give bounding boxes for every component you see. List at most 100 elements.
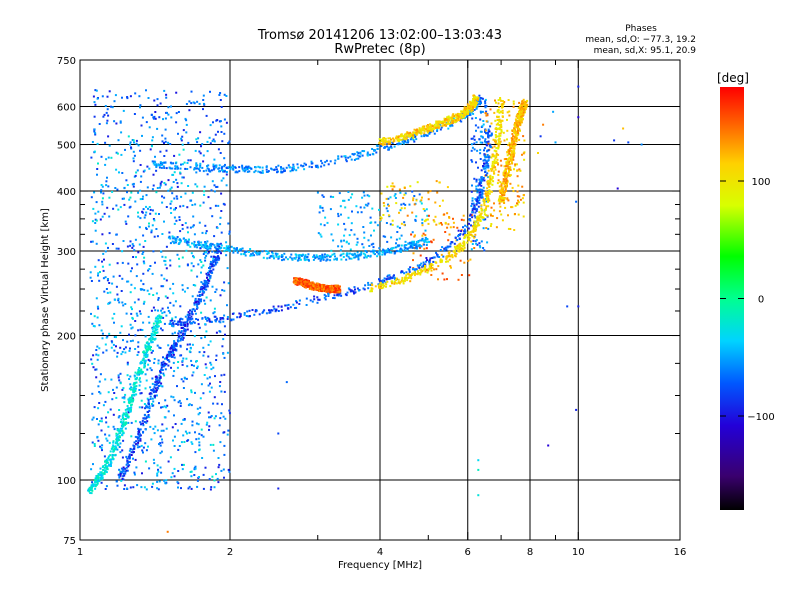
echo-point bbox=[201, 457, 204, 459]
echo-point bbox=[97, 307, 100, 310]
echo-point bbox=[199, 290, 202, 293]
echo-point bbox=[107, 302, 110, 305]
echo-point bbox=[401, 135, 404, 137]
echo-point bbox=[201, 290, 204, 292]
echo-point bbox=[471, 197, 474, 200]
echo-point bbox=[242, 169, 245, 172]
echo-point bbox=[101, 197, 104, 200]
echo-point bbox=[117, 299, 120, 302]
echo-point bbox=[430, 267, 432, 270]
echo-point bbox=[212, 261, 215, 264]
echo-point bbox=[385, 278, 388, 281]
echo-point bbox=[266, 253, 269, 255]
echo-point bbox=[158, 314, 161, 317]
echo-point bbox=[421, 127, 424, 130]
echo-point bbox=[355, 254, 358, 257]
echo-point bbox=[138, 377, 141, 380]
echo-point bbox=[192, 284, 195, 286]
echo-point bbox=[266, 250, 269, 253]
echo-point bbox=[293, 168, 296, 170]
echo-point bbox=[487, 200, 489, 203]
echo-point bbox=[484, 167, 487, 170]
echo-point bbox=[433, 132, 436, 135]
echo-point bbox=[132, 450, 135, 453]
echo-point bbox=[213, 140, 216, 143]
echo-point bbox=[167, 141, 170, 144]
echo-point bbox=[426, 238, 429, 241]
echo-point bbox=[92, 95, 95, 98]
echo-point bbox=[198, 444, 201, 447]
echo-point bbox=[161, 195, 163, 198]
echo-point bbox=[191, 317, 194, 320]
echo-point bbox=[206, 283, 209, 286]
echo-point bbox=[408, 203, 411, 206]
echo-point bbox=[116, 188, 119, 191]
echo-point bbox=[184, 240, 186, 243]
echo-point bbox=[300, 164, 303, 167]
echo-point bbox=[378, 208, 380, 211]
echo-point bbox=[484, 100, 487, 103]
echo-point bbox=[142, 245, 145, 248]
echo-point bbox=[165, 479, 168, 482]
echo-point bbox=[159, 371, 162, 373]
echo-point bbox=[206, 140, 209, 143]
echo-point bbox=[412, 199, 415, 202]
echo-point bbox=[404, 138, 407, 141]
echo-point bbox=[101, 337, 104, 340]
echo-point bbox=[425, 208, 428, 211]
echo-point bbox=[275, 254, 278, 256]
echo-point bbox=[152, 250, 155, 253]
echo-point bbox=[320, 159, 323, 162]
echo-point bbox=[414, 135, 417, 138]
echo-point bbox=[339, 290, 342, 293]
echo-point bbox=[188, 100, 191, 103]
echo-point bbox=[154, 425, 157, 428]
echo-point bbox=[128, 457, 131, 460]
echo-point bbox=[121, 250, 124, 253]
echo-point bbox=[275, 166, 278, 169]
echo-point bbox=[321, 254, 324, 257]
echo-point bbox=[384, 140, 387, 143]
echo-point bbox=[127, 411, 130, 414]
echo-point bbox=[214, 320, 217, 323]
echo-point bbox=[148, 321, 151, 324]
echo-point bbox=[463, 108, 466, 111]
echo-point bbox=[443, 213, 446, 216]
echo-point bbox=[203, 246, 206, 249]
echo-point bbox=[486, 214, 489, 217]
echo-point bbox=[131, 316, 134, 319]
echo-point bbox=[432, 128, 435, 130]
echo-point bbox=[114, 454, 117, 457]
echo-point bbox=[134, 435, 137, 438]
echo-point bbox=[118, 379, 121, 382]
echo-point bbox=[410, 245, 412, 248]
echo-point bbox=[101, 472, 104, 475]
echo-point bbox=[352, 153, 355, 156]
echo-point bbox=[179, 402, 182, 405]
echo-point bbox=[152, 117, 155, 120]
echo-point bbox=[149, 208, 152, 211]
echo-point bbox=[461, 249, 464, 252]
echo-point bbox=[296, 283, 299, 286]
echo-point bbox=[158, 381, 161, 384]
echo-point bbox=[206, 276, 208, 279]
echo-point bbox=[172, 346, 175, 349]
echo-point bbox=[93, 191, 96, 194]
echo-point bbox=[484, 98, 487, 101]
echo-point bbox=[103, 258, 105, 261]
echo-point bbox=[332, 239, 335, 242]
echo-point bbox=[329, 208, 332, 211]
echo-point bbox=[319, 256, 322, 259]
echo-point bbox=[460, 113, 463, 116]
echo-point bbox=[482, 159, 485, 162]
echo-point bbox=[412, 259, 414, 262]
echo-point bbox=[223, 132, 226, 135]
echo-point bbox=[460, 218, 463, 221]
echo-point bbox=[404, 276, 407, 279]
echo-point bbox=[386, 280, 389, 283]
echo-point bbox=[381, 143, 384, 146]
echo-point bbox=[200, 245, 203, 248]
echo-point bbox=[195, 138, 198, 141]
echo-point bbox=[369, 284, 372, 286]
echo-point bbox=[181, 224, 184, 226]
